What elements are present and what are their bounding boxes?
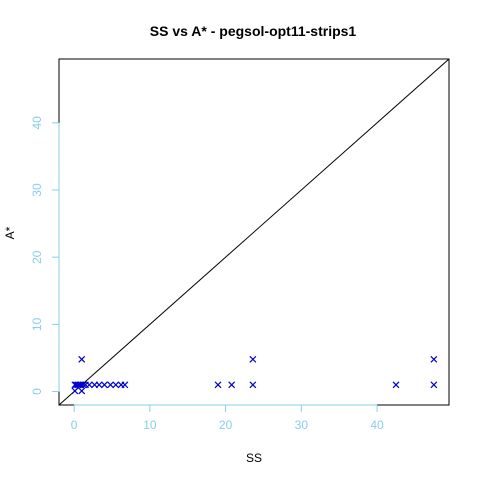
- data-point: [78, 355, 86, 363]
- data-point: [430, 381, 438, 389]
- data-point: [249, 381, 257, 389]
- x-tick-label: 20: [219, 418, 233, 432]
- data-point: [249, 355, 257, 363]
- x-tick-label: 30: [295, 418, 309, 432]
- y-tick-label: 0: [30, 388, 44, 395]
- data-point: [107, 381, 114, 389]
- x-tick-label: 40: [370, 418, 384, 432]
- data-point: [228, 381, 236, 389]
- data-point: [430, 355, 438, 363]
- data-point: [101, 381, 108, 389]
- data-point: [121, 381, 129, 389]
- x-axis-label: SS: [246, 451, 262, 465]
- data-point: [392, 381, 400, 389]
- x-tick-label: 0: [71, 418, 78, 432]
- data-point: [78, 387, 86, 395]
- x-axis: 0 10 20 30 40: [71, 404, 384, 432]
- data-point: [71, 387, 79, 395]
- y-axis-label: A*: [3, 226, 17, 239]
- data-point: [79, 381, 87, 389]
- diagonal-reference-line: [58, 58, 450, 406]
- data-points: [71, 355, 438, 395]
- data-point: [95, 381, 103, 389]
- y-tick-label: 30: [30, 183, 44, 197]
- data-point: [112, 381, 120, 389]
- y-tick-label: 10: [30, 317, 44, 331]
- data-point: [85, 381, 93, 389]
- y-axis: 0 10 20 30 40: [30, 116, 60, 395]
- chart-title: SS vs A* - pegsol-opt11-strips1: [150, 23, 357, 39]
- y-tick-label: 40: [30, 116, 44, 130]
- x-tick-label: 10: [143, 418, 157, 432]
- y-tick-label: 20: [30, 250, 44, 264]
- data-point: [214, 381, 222, 389]
- data-point: [74, 381, 82, 389]
